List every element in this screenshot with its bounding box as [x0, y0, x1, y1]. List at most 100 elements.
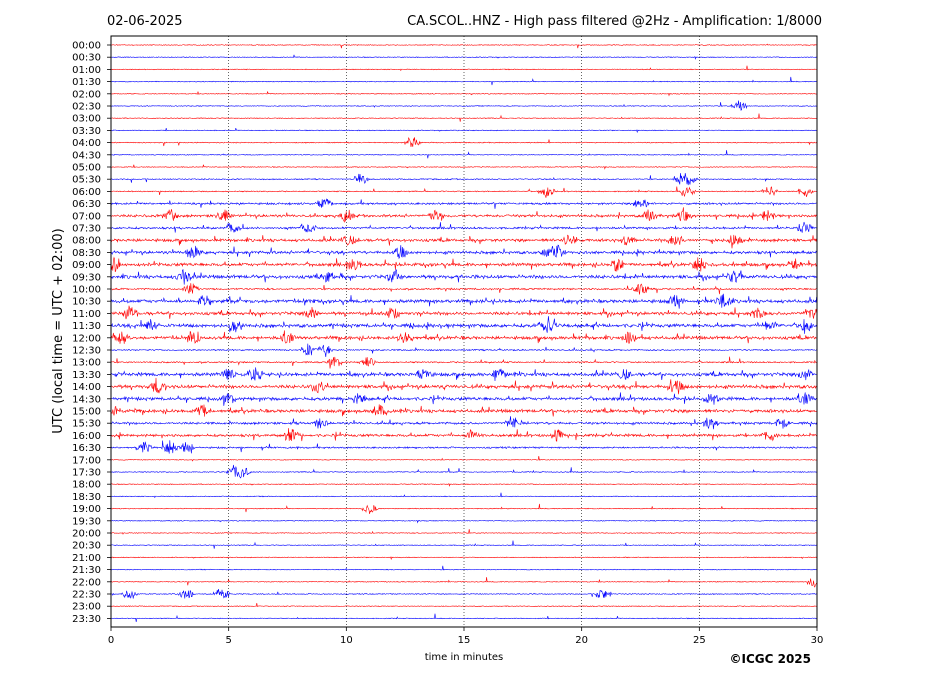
trace-row: 02:30 [72, 100, 817, 113]
row-time-label: 16:00 [72, 431, 101, 442]
seismic-trace [110, 356, 817, 369]
row-time-label: 17:00 [72, 455, 101, 466]
seismic-trace [111, 589, 817, 599]
trace-row: 12:30 [72, 343, 817, 358]
trace-row: 11:00 [72, 305, 817, 320]
vertical-gridlines [228, 36, 700, 627]
seismic-trace [110, 529, 817, 535]
trace-row: 03:00 [72, 113, 817, 125]
trace-row: 18:30 [72, 492, 817, 503]
x-tick-label: 15 [458, 635, 471, 646]
trace-row: 01:00 [72, 65, 817, 76]
trace-row: 23:00 [72, 602, 817, 613]
seismic-trace [110, 113, 817, 122]
trace-row: 04:30 [72, 150, 817, 161]
seismic-trace [110, 565, 817, 571]
row-time-label: 18:00 [72, 480, 101, 491]
plot-frame [110, 35, 818, 628]
trace-row: 09:00 [72, 256, 817, 273]
trace-row: 16:00 [72, 428, 817, 442]
row-time-label: 04:00 [72, 138, 101, 149]
seismic-trace [110, 136, 817, 147]
seismic-trace [110, 492, 817, 499]
seismic-trace [110, 330, 817, 344]
row-time-label: 13:00 [72, 358, 101, 369]
trace-row: 06:30 [72, 198, 817, 210]
row-time-label: 13:30 [72, 370, 101, 381]
x-axis-ticks: 0 5 10 15 20 25 30 [108, 627, 823, 646]
trace-row: 20:30 [72, 540, 817, 552]
trace-row: 10:30 [72, 293, 817, 309]
row-time-label: 00:00 [72, 41, 101, 52]
trace-row: 19:30 [72, 516, 817, 527]
trace-row: 02:00 [72, 89, 817, 100]
seismic-trace [110, 127, 817, 134]
seismic-trace [110, 173, 817, 186]
row-time-label: 04:30 [72, 150, 101, 161]
row-time-label: 22:00 [72, 577, 101, 588]
trace-row: 05:30 [72, 173, 817, 186]
trace-row: 17:00 [72, 455, 817, 466]
trace-row: 16:30 [72, 440, 817, 454]
row-time-label: 20:00 [72, 529, 101, 540]
row-time-label: 12:30 [72, 346, 101, 357]
row-time-label: 01:00 [72, 65, 101, 76]
row-time-label: 15:30 [72, 419, 101, 430]
row-time-label: 02:30 [72, 102, 101, 113]
trace-row: 15:00 [72, 404, 817, 418]
row-time-label: 23:30 [72, 614, 101, 625]
trace-row: 06:00 [72, 186, 817, 198]
row-time-label: 10:00 [72, 285, 101, 296]
seismic-trace [110, 43, 817, 49]
row-time-label: 21:30 [72, 565, 101, 576]
trace-row: 14:30 [72, 392, 817, 406]
row-time-label: 17:30 [72, 468, 101, 479]
row-time-label: 07:30 [72, 224, 101, 235]
seismic-trace [110, 428, 817, 442]
row-time-label: 12:00 [72, 333, 101, 344]
trace-row: 10:00 [72, 283, 817, 296]
row-time-label: 01:30 [72, 77, 101, 88]
trace-row: 03:30 [72, 126, 817, 137]
row-time-label: 21:00 [72, 553, 101, 564]
row-time-label: 11:00 [72, 309, 101, 320]
trace-row: 05:00 [72, 163, 817, 174]
row-time-label: 09:00 [72, 260, 101, 271]
trace-row: 20:00 [72, 529, 817, 540]
row-time-label: 07:00 [72, 211, 101, 222]
trace-row: 13:00 [72, 356, 817, 369]
row-time-label: 08:30 [72, 248, 101, 259]
trace-row: 23:30 [72, 613, 817, 625]
trace-row: 21:00 [72, 553, 817, 564]
trace-row: 08:30 [72, 244, 817, 260]
trace-row: 09:30 [72, 268, 817, 285]
row-time-label: 23:00 [72, 602, 101, 613]
row-time-label: 19:30 [72, 516, 101, 527]
seismic-trace [110, 416, 817, 430]
trace-row: 00:30 [72, 53, 817, 64]
trace-row: 01:30 [72, 76, 817, 88]
seismic-trace [110, 150, 817, 159]
seismic-trace [110, 100, 817, 111]
x-tick-label: 0 [108, 635, 114, 646]
row-time-label: 00:30 [72, 53, 101, 64]
row-time-label: 14:30 [72, 394, 101, 405]
seismic-trace [110, 519, 817, 524]
x-axis-label: time in minutes [425, 652, 504, 663]
trace-row: 04:00 [72, 136, 817, 149]
trace-row: 00:00 [72, 41, 817, 52]
row-time-label: 03:30 [72, 126, 101, 137]
trace-row: 11:30 [72, 316, 817, 334]
trace-row: 22:30 [72, 589, 817, 601]
seismic-trace [110, 556, 817, 561]
trace-row: 18:00 [72, 480, 817, 491]
seismic-trace [110, 540, 817, 549]
row-time-label: 05:00 [72, 163, 101, 174]
row-time-label: 18:30 [72, 492, 101, 503]
seismic-trace [110, 268, 817, 285]
row-time-label: 06:00 [72, 187, 101, 198]
seismic-trace [110, 440, 817, 454]
seismic-trace [110, 186, 817, 198]
seismic-trace [110, 293, 817, 309]
trace-row: 21:30 [72, 565, 817, 576]
